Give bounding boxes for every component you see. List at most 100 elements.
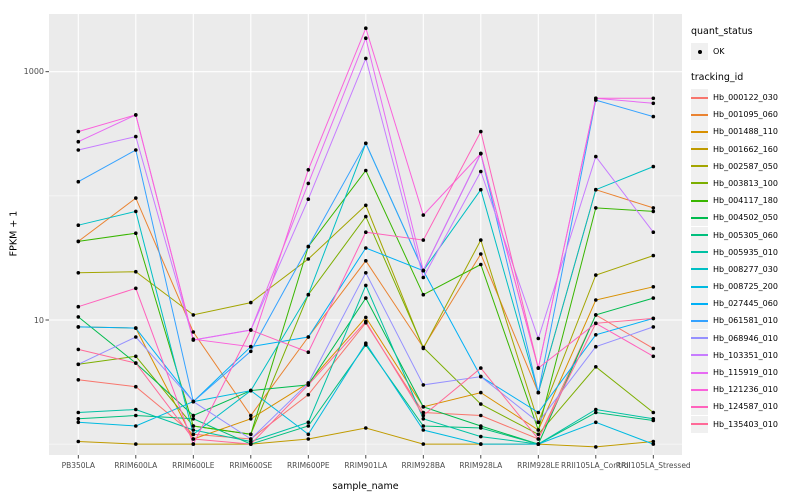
data-point: [134, 413, 138, 418]
data-point: [421, 413, 426, 418]
data-point: [191, 413, 196, 418]
data-point: [536, 442, 541, 446]
data-point: [249, 437, 253, 441]
legend-key-box: [691, 209, 708, 227]
line-swatch-icon: [691, 423, 708, 426]
data-point: [306, 197, 311, 201]
data-point: [651, 325, 656, 329]
data-point: [76, 304, 81, 309]
line-swatch-icon: [691, 216, 708, 219]
data-point: [594, 407, 598, 412]
data-point: [651, 285, 656, 289]
data-point: [421, 292, 426, 297]
data-point: [651, 101, 656, 106]
legend-item-label: Hb_001488_110: [713, 127, 778, 137]
legend-item-Hb_001095_060: Hb_001095_060: [691, 106, 799, 124]
legend-item-label: Hb_061581_010: [713, 316, 778, 326]
data-point: [594, 410, 598, 415]
legend-item-label: Hb_027445_060: [713, 299, 778, 309]
data-point: [536, 437, 541, 441]
legend-item-label: Hb_121236_010: [713, 385, 778, 395]
line-swatch-icon: [691, 337, 708, 340]
data-point: [651, 316, 656, 321]
data-point: [76, 325, 81, 329]
data-point: [421, 383, 426, 387]
legend-item-Hb_001662_160: Hb_001662_160: [691, 140, 799, 158]
data-point: [479, 169, 483, 174]
data-point: [134, 269, 138, 274]
legend-item-Hb_004502_050: Hb_004502_050: [691, 209, 799, 227]
legend-item-label: Hb_002587_050: [713, 161, 778, 171]
line-swatch-icon: [691, 182, 708, 185]
data-point: [134, 442, 138, 446]
data-point: [479, 252, 483, 256]
data-point: [594, 206, 598, 210]
legend-item-label: Hb_004117_180: [713, 196, 778, 206]
data-point: [364, 214, 368, 219]
data-point: [249, 432, 253, 437]
data-point: [594, 333, 598, 337]
legend-key-box: [691, 398, 708, 416]
data-point: [134, 424, 138, 428]
data-point: [306, 437, 311, 441]
data-point: [191, 417, 196, 421]
data-point: [651, 209, 656, 214]
legend-item-Hb_008725_200: Hb_008725_200: [691, 278, 799, 296]
legend-item-label: Hb_005935_010: [713, 247, 778, 257]
data-point: [134, 209, 138, 214]
data-point: [306, 168, 311, 172]
data-point: [479, 374, 483, 379]
data-point: [306, 383, 311, 387]
data-point: [364, 56, 368, 61]
line-swatch-icon: [691, 96, 708, 99]
data-point: [536, 366, 541, 370]
data-point: [191, 442, 196, 446]
legend-key-box: [691, 174, 708, 192]
x-tick-label: RRIM600LA: [114, 461, 158, 470]
data-point: [421, 410, 426, 415]
data-point: [364, 319, 368, 324]
legend-item-Hb_124587_010: Hb_124587_010: [691, 398, 799, 416]
data-point: [76, 410, 81, 415]
data-point: [249, 328, 253, 332]
legend-item-label: Hb_003813_100: [713, 178, 778, 188]
data-point: [76, 223, 81, 227]
data-point: [76, 439, 81, 444]
data-point: [76, 315, 81, 319]
data-point: [76, 139, 81, 144]
data-point: [76, 271, 81, 275]
data-point: [421, 428, 426, 432]
data-point: [651, 442, 656, 446]
line-swatch-icon: [691, 268, 708, 271]
data-point: [364, 341, 368, 346]
x-tick-label: RRIM928LA: [459, 461, 503, 470]
legend-key-box: [691, 243, 708, 261]
legend-key-box: [691, 278, 708, 296]
data-point: [191, 428, 196, 432]
data-point: [651, 230, 656, 234]
line-swatch-icon: [691, 354, 708, 357]
data-point: [421, 238, 426, 242]
data-point: [536, 432, 541, 437]
data-point: [364, 426, 368, 430]
data-point: [651, 410, 656, 415]
data-point: [651, 439, 656, 444]
data-point: [479, 402, 483, 406]
data-point: [421, 442, 426, 446]
legend-key-box: [691, 260, 708, 278]
legend-item-Hb_000122_030: Hb_000122_030: [691, 89, 799, 106]
data-point: [249, 344, 253, 349]
data-point: [306, 244, 311, 249]
data-point: [76, 148, 81, 152]
line-swatch-icon: [691, 405, 708, 408]
data-point: [651, 346, 656, 351]
data-point: [594, 321, 598, 326]
line-swatch-icon: [691, 234, 708, 236]
data-point: [364, 230, 368, 234]
data-point: [479, 413, 483, 418]
data-point: [364, 26, 368, 31]
data-point: [479, 390, 483, 395]
legend-item-label: OK: [713, 47, 725, 56]
data-point: [134, 113, 138, 117]
